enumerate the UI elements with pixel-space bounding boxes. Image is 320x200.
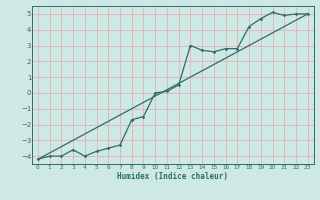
X-axis label: Humidex (Indice chaleur): Humidex (Indice chaleur) <box>117 172 228 181</box>
